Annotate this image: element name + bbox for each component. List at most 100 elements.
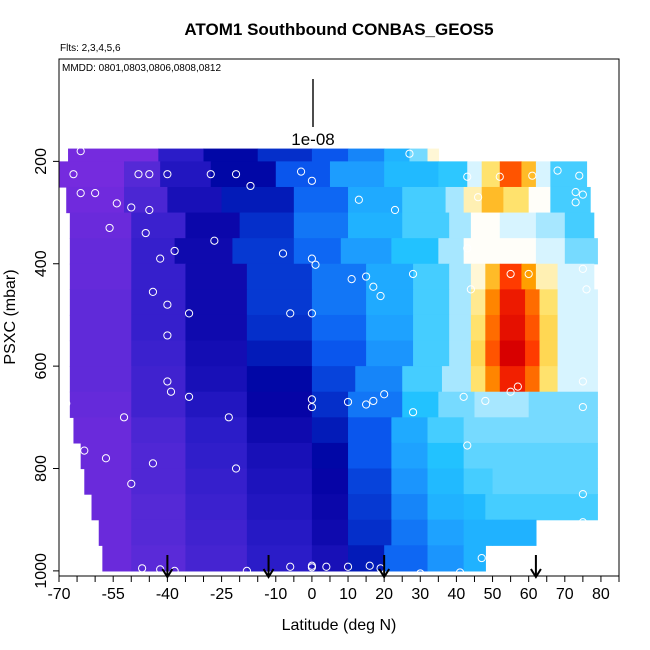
heatmap-cell <box>449 289 472 316</box>
heatmap-cell <box>160 161 212 188</box>
sample-point <box>163 377 172 386</box>
sample-point <box>307 309 317 318</box>
sample-point <box>80 446 89 455</box>
x-tick-label: 50 <box>484 586 502 603</box>
heatmap-cell <box>525 366 541 393</box>
y-tick-label: 800 <box>33 455 50 482</box>
sample-point <box>286 562 295 571</box>
sample-point <box>524 269 533 279</box>
sample-point <box>163 331 172 340</box>
heatmap-cell <box>463 519 494 546</box>
heatmap-cell <box>340 238 392 265</box>
sample-point <box>582 285 591 294</box>
sample-point <box>112 199 121 208</box>
sample-point <box>311 260 320 269</box>
heatmap-cell <box>438 238 465 265</box>
sample-point <box>506 269 515 279</box>
heatmap-cell <box>557 263 595 290</box>
heatmap-cell <box>69 340 132 367</box>
sample-point <box>473 193 483 202</box>
heatmap-cell <box>503 186 530 214</box>
sample-point <box>127 479 136 488</box>
heatmap-cell <box>449 263 472 290</box>
sample-point <box>141 228 150 238</box>
sample-point <box>307 563 317 572</box>
sample-point <box>361 272 371 281</box>
heatmap-cell <box>69 391 132 418</box>
heatmap-cell <box>311 494 349 521</box>
heatmap-cell <box>557 314 598 342</box>
sample-point <box>166 387 176 396</box>
heatmap-cell <box>427 519 465 546</box>
sample-point <box>307 402 317 412</box>
sample-point <box>184 309 194 318</box>
sample-point <box>246 181 255 191</box>
sample-point <box>210 236 219 245</box>
heatmap-cell <box>470 263 486 290</box>
heatmap-cell <box>293 212 349 239</box>
heatmap-cell <box>485 314 501 342</box>
heatmap-cell <box>427 545 465 572</box>
heatmap-cell <box>413 289 450 316</box>
heatmap-cell <box>246 545 313 572</box>
heatmap-cell <box>311 442 349 470</box>
heatmap-cell <box>557 289 598 316</box>
x-tick-label: 20 <box>375 586 393 603</box>
sample-point <box>578 190 587 199</box>
heatmap-cell <box>69 314 132 342</box>
sample-point <box>105 223 114 233</box>
heatmap-cell <box>391 238 439 265</box>
heatmap-cell <box>485 366 501 393</box>
heatmap-cell <box>348 417 392 444</box>
sample-point <box>307 254 317 263</box>
heatmap-cell <box>91 494 132 521</box>
heatmap-cell <box>311 289 367 316</box>
x-tick-label: 40 <box>448 586 466 603</box>
sample-point <box>408 269 418 279</box>
heatmap-cell <box>463 468 494 495</box>
heatmap-cell <box>441 366 472 393</box>
heatmap-cell <box>499 263 523 290</box>
heatmap-cell <box>131 238 176 265</box>
sample-point <box>231 170 241 179</box>
heatmap-cell <box>59 161 125 188</box>
heatmap-cell <box>427 417 465 444</box>
heatmap-cell <box>470 366 486 393</box>
heatmap-cell <box>185 519 248 546</box>
x-tick-label: -10 <box>264 586 287 603</box>
heatmap-cell <box>98 519 132 546</box>
heatmap-cell <box>499 212 537 239</box>
heatmap-cell <box>427 468 465 495</box>
sample-point <box>571 198 580 207</box>
heatmap-cell <box>499 340 526 367</box>
scale-bar-label: 1e-08 <box>291 130 334 149</box>
heatmap-cell <box>474 391 530 418</box>
heatmap-cell <box>413 314 450 342</box>
sample-point <box>69 170 78 179</box>
heatmap-cell <box>463 417 598 444</box>
heatmap-cell <box>246 442 313 470</box>
heatmap-cell <box>131 263 187 290</box>
sample-point <box>347 275 356 284</box>
heatmap-cell <box>311 366 356 393</box>
x-tick-label: 0 <box>307 586 316 603</box>
heatmap-cell <box>463 238 494 265</box>
sample-point <box>466 285 475 294</box>
sample-point <box>495 172 504 181</box>
heatmap-cell <box>413 340 450 367</box>
sample-point <box>361 400 371 409</box>
sample-point <box>145 170 154 179</box>
heatmap-cell <box>131 519 187 546</box>
sample-point <box>163 170 172 179</box>
heatmap-cell <box>102 545 132 572</box>
sample-point <box>463 172 472 181</box>
x-tick-label: -70 <box>47 586 70 603</box>
heatmap-cell <box>470 289 486 316</box>
heatmap-cell <box>311 417 349 444</box>
heatmap-cell <box>185 340 248 367</box>
sample-point <box>184 392 194 401</box>
y-tick-label: 1000 <box>33 553 50 589</box>
sample-point <box>513 382 522 391</box>
heatmap-cell <box>69 238 132 265</box>
heatmap-cell <box>80 442 132 470</box>
